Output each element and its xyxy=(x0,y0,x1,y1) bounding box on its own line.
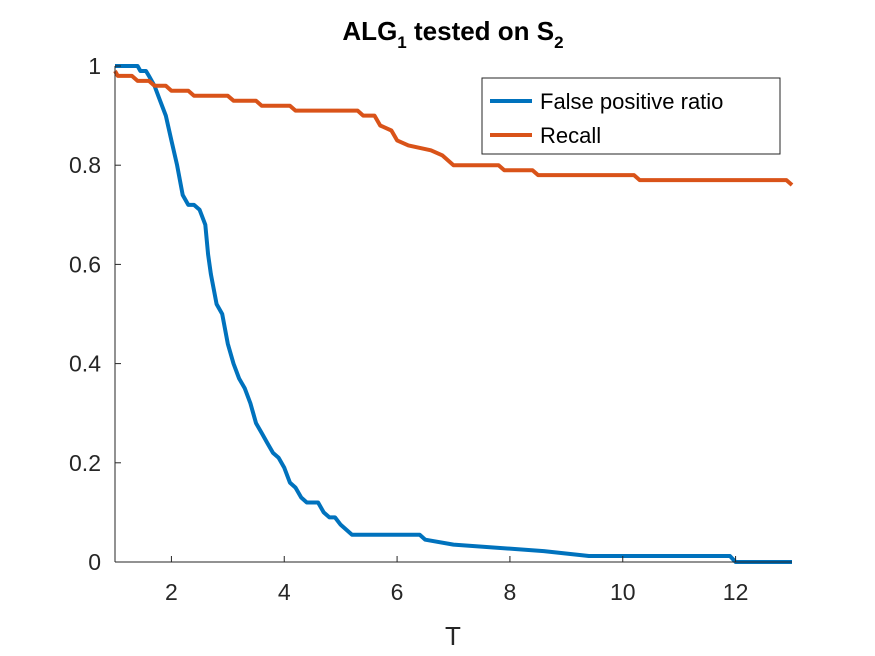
title-suffix-subscript: 2 xyxy=(554,33,563,52)
x-ticks: 2 4 6 8 10 12 xyxy=(165,556,748,605)
x-tick-label: 8 xyxy=(504,579,517,605)
x-tick-label: 6 xyxy=(391,579,404,605)
chart-title: ALG1 tested on S2 xyxy=(342,16,563,52)
y-tick-label: 1 xyxy=(88,53,101,79)
title-prefix: ALG xyxy=(342,16,397,46)
title-prefix-subscript: 1 xyxy=(397,33,406,52)
x-tick-label: 10 xyxy=(610,579,636,605)
series-layer xyxy=(113,64,794,564)
x-tick-label: 4 xyxy=(278,579,291,605)
y-tick-label: 0.6 xyxy=(69,251,101,277)
y-tick-label: 0.8 xyxy=(69,152,101,178)
series-line-recall xyxy=(113,70,794,187)
y-ticks: 0 0.2 0.4 0.6 0.8 1 xyxy=(69,53,121,575)
legend-label-recall: Recall xyxy=(540,123,601,148)
legend-box xyxy=(481,77,781,155)
y-tick-label: 0.4 xyxy=(69,351,101,377)
title-middle: tested on S xyxy=(407,16,554,46)
legend-label-false-positive-ratio: False positive ratio xyxy=(540,89,723,114)
x-axis-label: T xyxy=(445,621,461,651)
x-tick-label: 2 xyxy=(165,579,178,605)
legend: False positive ratio Recall xyxy=(481,77,781,155)
y-tick-label: 0 xyxy=(88,549,101,575)
y-tick-label: 0.2 xyxy=(69,450,101,476)
x-tick-label: 12 xyxy=(723,579,749,605)
series-line-false-positive-ratio xyxy=(115,64,792,564)
